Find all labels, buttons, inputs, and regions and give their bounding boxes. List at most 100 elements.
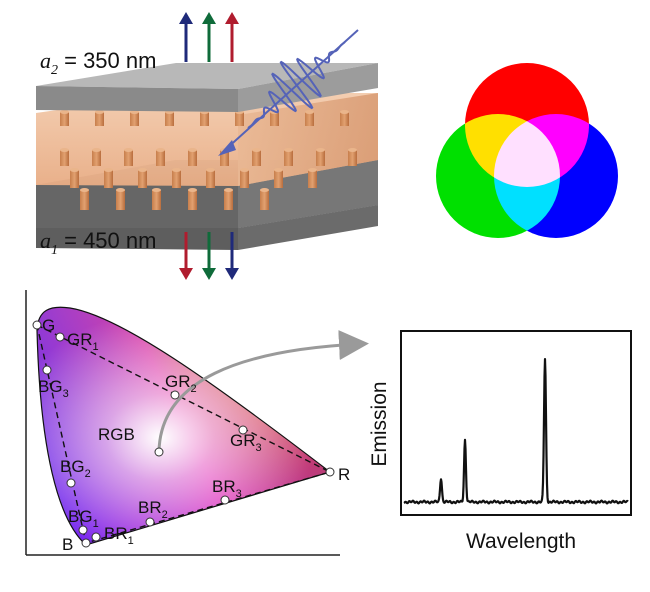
cie-label-br2: BR2 — [138, 498, 168, 521]
cie-point-bg2 — [66, 478, 76, 488]
nanopillar-top — [138, 168, 147, 172]
cie-label-br1: BR1 — [104, 524, 134, 547]
pump-light-arrow — [218, 29, 359, 156]
nanopillar — [235, 112, 244, 126]
nanopillar-top — [80, 188, 89, 192]
blue-circle — [494, 114, 618, 238]
nanopillar — [348, 150, 357, 166]
wavelength-axis-label: Wavelength — [466, 530, 576, 553]
cie-point-g — [32, 320, 42, 330]
cie-label-g: G — [42, 316, 55, 335]
nanopillar-top — [130, 110, 139, 114]
nanopillar-top — [92, 148, 101, 152]
lattice-label-top: a2 = 350 nm — [40, 48, 156, 78]
nanopillar — [152, 190, 161, 210]
nanopillar — [270, 112, 279, 126]
nanopillar-top — [340, 110, 349, 114]
cie-label-r: R — [338, 465, 350, 484]
nanopillar-top — [116, 188, 125, 192]
nanopillar-top — [60, 148, 69, 152]
nanopillar — [284, 150, 293, 166]
nanopillar — [274, 170, 283, 188]
nanopillar — [252, 150, 261, 166]
nanopillar-top — [274, 168, 283, 172]
nanopillar-top — [124, 148, 133, 152]
nanopillar — [138, 170, 147, 188]
cie-label-b: B — [62, 535, 73, 554]
nanopillar-top — [260, 188, 269, 192]
nanopillar-top — [308, 168, 317, 172]
nanopillar — [340, 112, 349, 126]
cie-label-gr1: GR1 — [67, 330, 99, 353]
nanopillar-top — [188, 148, 197, 152]
cie-label-br3: BR3 — [212, 477, 242, 500]
nanopillar-top — [152, 188, 161, 192]
nanopillar-top — [224, 188, 233, 192]
nanopillar-top — [104, 168, 113, 172]
nanopillar — [104, 170, 113, 188]
nanopillar-top — [316, 148, 325, 152]
nanopillar — [80, 190, 89, 210]
nanopillar — [172, 170, 181, 188]
nanopillar-top — [95, 110, 104, 114]
cie-point-br3 — [220, 495, 230, 505]
lattice-label-bottom: a1 = 450 nm — [40, 228, 156, 258]
cie-point-gr2 — [170, 390, 180, 400]
nanopillar — [206, 170, 215, 188]
nanopillar-top — [240, 168, 249, 172]
nanopillar — [95, 112, 104, 126]
nanopillar — [70, 170, 79, 188]
nanopillar — [124, 150, 133, 166]
cie-point-bg1 — [78, 525, 88, 535]
nanopillar — [316, 150, 325, 166]
nanopillar-top — [284, 148, 293, 152]
rgb-to-spectrum-arrow — [157, 330, 369, 453]
color-gamut-triangle — [36, 324, 332, 544]
photonic-crystal-device — [36, 29, 378, 250]
nanopillar-top — [70, 168, 79, 172]
cie-point-r — [325, 467, 335, 477]
nanopillar-top — [172, 168, 181, 172]
rgb-additive-venn — [436, 63, 618, 238]
emission-arrows-top — [179, 12, 239, 62]
nanopillar — [60, 112, 69, 126]
nanopillar-top — [60, 110, 69, 114]
nanopillar — [305, 112, 314, 126]
nanopillar — [92, 150, 101, 166]
nanopillar-top — [188, 188, 197, 192]
nanopillar — [308, 170, 317, 188]
nanopillar — [165, 112, 174, 126]
spectrum-frame — [400, 330, 632, 516]
nanopillar-top — [305, 110, 314, 114]
cie-point-bg3 — [42, 365, 52, 375]
cie-point-br2 — [145, 517, 155, 527]
nanopillar — [130, 112, 139, 126]
cie-point-gr3 — [238, 425, 248, 435]
nanopillar — [188, 190, 197, 210]
nanopillar — [240, 170, 249, 188]
emission-axis-label: Emission — [368, 381, 391, 466]
nanopillar-array — [60, 110, 357, 210]
cie-point-b — [81, 538, 91, 548]
nanopillar — [200, 112, 209, 126]
nanopillar — [260, 190, 269, 210]
nanopillar — [224, 190, 233, 210]
nanopillar-top — [348, 148, 357, 152]
cie-point-gr1 — [55, 332, 65, 342]
nanopillar-top — [156, 148, 165, 152]
cie-label-bg1: BG1 — [68, 507, 99, 530]
nanopillar-top — [252, 148, 261, 152]
rgb-label: RGB — [98, 425, 135, 444]
nanopillar-top — [206, 168, 215, 172]
nanopillar — [60, 150, 69, 166]
rgb-point — [154, 447, 164, 457]
nanopillar — [116, 190, 125, 210]
cie-label-bg2: BG2 — [60, 457, 91, 480]
emission-spectrum-line — [403, 358, 629, 505]
nanopillar — [188, 150, 197, 166]
cie-label-bg3: BG3 — [38, 377, 69, 400]
emission-arrows-bottom — [179, 232, 239, 280]
nanopillar — [156, 150, 165, 166]
nanopillar — [220, 150, 229, 166]
